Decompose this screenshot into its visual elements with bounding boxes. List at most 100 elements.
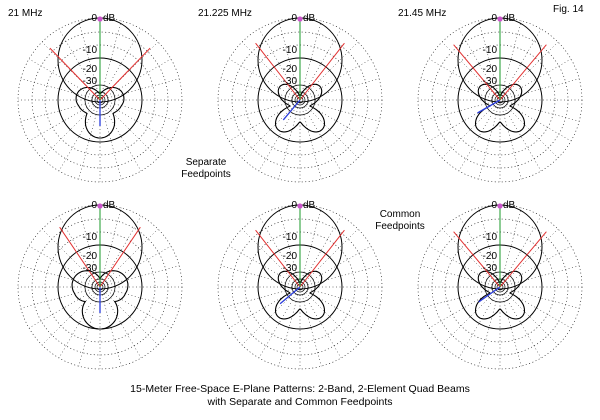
common-note-line1: Common	[379, 209, 421, 220]
peak-marker	[497, 16, 503, 22]
beamwidth-line-0	[453, 231, 501, 288]
polar-plot-bot-right: 0 -10 -20-30 dB	[417, 200, 583, 370]
grid-ring-2	[444, 231, 556, 343]
ring-label: -30	[283, 76, 298, 87]
grid-spoke	[103, 106, 142, 172]
common-note-line2: Feedpoints	[375, 221, 425, 232]
ring-label: -10	[283, 45, 298, 56]
peak-marker	[297, 203, 303, 209]
unit-label: dB	[303, 13, 316, 24]
ring-label: 0	[291, 13, 297, 24]
beamwidth-line-0	[255, 229, 301, 288]
beamwidth-line-1	[299, 229, 345, 288]
pattern-rear-lobes	[75, 86, 125, 139]
pattern-rear-lobes	[71, 270, 129, 330]
beamwidth-line-1	[299, 42, 345, 101]
ring-label: -20	[83, 64, 98, 75]
beamwidth-line-0	[453, 44, 501, 101]
ring-label: -10	[483, 232, 498, 243]
ring-label: -10	[83, 232, 98, 243]
ring-label: 0	[91, 13, 97, 24]
peak-marker	[497, 203, 503, 209]
ring-label: -30	[283, 263, 298, 274]
grid-spoke	[303, 215, 342, 281]
grid-spoke	[505, 228, 559, 282]
grid-ring-2	[444, 44, 556, 156]
grid-spoke	[41, 292, 95, 346]
freq-label-top-mid: 21.225 MHz	[198, 8, 252, 19]
grid-ring-2	[44, 231, 156, 343]
grid-spoke	[28, 290, 94, 329]
peak-marker	[297, 16, 303, 22]
grid-spoke	[506, 58, 572, 97]
beamwidth-line-1	[499, 44, 547, 101]
separate-feedpoints-note: Separate Feedpoints	[166, 157, 246, 181]
grid-spoke	[58, 106, 97, 172]
peak-marker	[97, 203, 103, 209]
grid-spoke	[28, 103, 94, 142]
polar-plot-top-right: 0 -10 -20-30 dB	[417, 13, 583, 183]
grid-spoke	[106, 103, 172, 142]
beamwidth-line-0	[49, 47, 101, 101]
grid-spoke	[305, 41, 359, 95]
grid-spoke	[306, 58, 372, 97]
polar-plot-bot-mid: 0 -10 -20-30 dB	[217, 200, 383, 370]
grid-ring-2	[44, 44, 156, 156]
ring-label: 0	[91, 200, 97, 211]
grid-spoke	[506, 245, 572, 284]
ring-label: -30	[83, 263, 98, 274]
unit-label: dB	[503, 13, 516, 24]
ring-label: -20	[283, 251, 298, 262]
common-feedpoints-note: Common Feedpoints	[360, 209, 440, 233]
unit-label: dB	[503, 200, 516, 211]
separate-note-line1: Separate	[185, 157, 227, 168]
caption-line-2: with Separate and Common Feedpoints	[207, 396, 393, 408]
rear-gain-line	[478, 286, 501, 303]
pattern-rear-lobes	[274, 83, 326, 133]
polar-plot-bot-left: 0 -10 -20-30 dB	[17, 200, 183, 370]
peak-marker	[97, 16, 103, 22]
ring-label: -30	[483, 263, 498, 274]
unit-label: dB	[103, 200, 116, 211]
beamwidth-line-0	[59, 226, 101, 288]
grid-spoke	[106, 290, 172, 329]
ring-label: -20	[483, 251, 498, 262]
pattern-rear-lobes	[474, 270, 526, 320]
ring-label: -10	[283, 232, 298, 243]
ring-label: -10	[483, 45, 498, 56]
rear-gain-line	[282, 99, 301, 121]
ring-label: -20	[483, 64, 498, 75]
separate-note-line2: Feedpoints	[181, 169, 231, 180]
ring-label: 0	[491, 200, 497, 211]
grid-spoke	[306, 245, 372, 284]
grid-spoke	[503, 28, 542, 94]
beamwidth-line-1	[499, 231, 547, 288]
beamwidth-line-0	[255, 42, 301, 101]
grid-spoke	[106, 58, 172, 97]
ring-label: -20	[83, 251, 98, 262]
grid-ring-2	[244, 44, 356, 156]
rear-gain-line	[279, 286, 301, 305]
grid-spoke	[305, 228, 359, 282]
grid-ring-2	[244, 231, 356, 343]
ring-label: -20	[283, 64, 298, 75]
ring-label: -10	[83, 45, 98, 56]
figure-label: Fig. 14	[553, 4, 584, 15]
beamwidth-line-1	[99, 47, 151, 101]
ring-label: -30	[483, 76, 498, 87]
grid-spoke	[503, 215, 542, 281]
grid-spoke	[103, 28, 142, 94]
polar-plot-top-left: 0 -10 -20-30 dB	[17, 13, 183, 183]
ring-label: 0	[491, 13, 497, 24]
ring-label: 0	[291, 200, 297, 211]
unit-label: dB	[103, 13, 116, 24]
grid-spoke	[303, 28, 342, 94]
beamwidth-line-1	[99, 226, 141, 288]
rear-gain-line	[477, 99, 501, 114]
freq-label-top-right: 21.45 MHz	[398, 8, 447, 19]
pattern-rear-lobes	[274, 270, 326, 320]
pattern-rear-lobes	[474, 83, 526, 133]
grid-spoke	[106, 245, 172, 284]
unit-label: dB	[303, 200, 316, 211]
